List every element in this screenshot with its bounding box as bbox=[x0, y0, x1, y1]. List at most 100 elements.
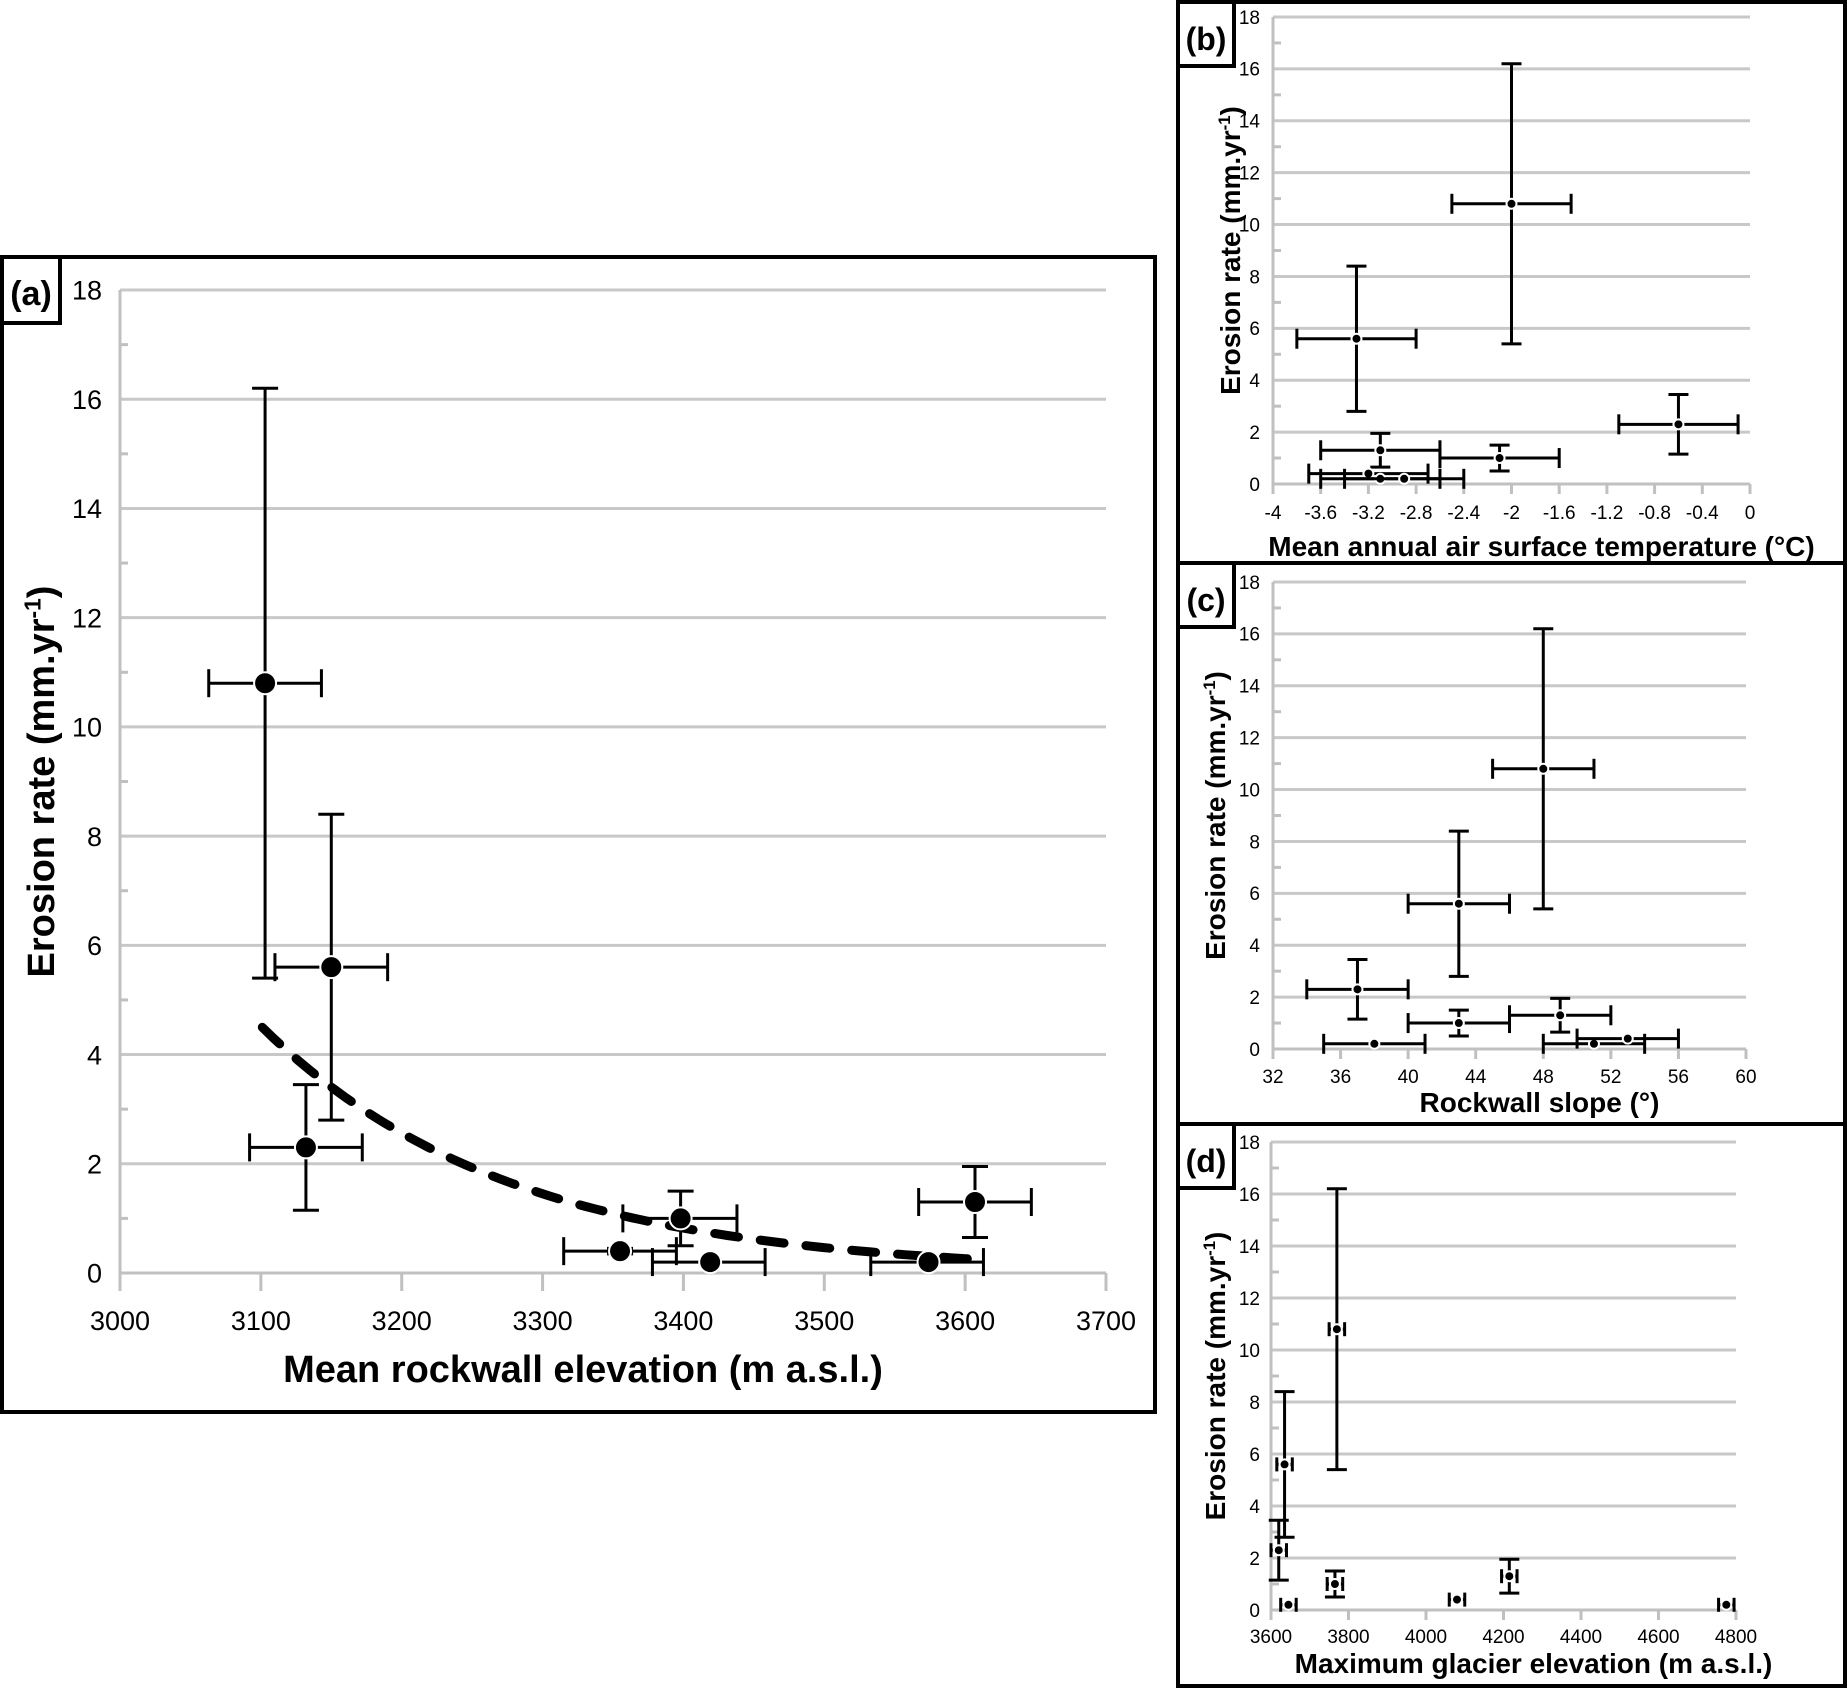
x-tick-label: -1.2 bbox=[1591, 503, 1624, 524]
data-marker bbox=[1503, 1570, 1516, 1583]
y-tick-label: 2 bbox=[1249, 423, 1260, 444]
x-tick-label: 3400 bbox=[653, 1306, 713, 1336]
x-tick-label: 40 bbox=[1398, 1067, 1419, 1088]
y-axis-title-superscript: -1 bbox=[1215, 115, 1234, 130]
y-axis-title: Erosion rate (mm.yr-1) bbox=[20, 586, 63, 978]
data-point bbox=[650, 1248, 767, 1277]
data-marker bbox=[1672, 418, 1685, 431]
x-tick-label: -3.2 bbox=[1352, 503, 1385, 524]
data-marker bbox=[1451, 1593, 1463, 1606]
y-tick-label: 14 bbox=[1239, 112, 1261, 133]
data-marker bbox=[1505, 197, 1518, 210]
data-marker bbox=[1554, 1009, 1567, 1022]
data-point bbox=[562, 1237, 678, 1266]
data-marker bbox=[1368, 1037, 1381, 1050]
data-point bbox=[1322, 1033, 1427, 1054]
y-axis-title-superscript: -1 bbox=[20, 598, 46, 619]
y-tick-label: 8 bbox=[1249, 832, 1260, 853]
y-tick-label: 8 bbox=[87, 822, 102, 852]
data-marker bbox=[1350, 332, 1363, 345]
x-tick-label: 4600 bbox=[1637, 1627, 1679, 1648]
data-point bbox=[917, 1165, 1033, 1240]
x-tick-label: 4800 bbox=[1715, 1627, 1757, 1648]
data-point bbox=[273, 812, 390, 1122]
data-marker bbox=[668, 1206, 693, 1231]
data-point bbox=[1326, 1187, 1347, 1472]
data-marker bbox=[1621, 1032, 1634, 1045]
y-tick-label: 8 bbox=[1249, 1393, 1260, 1414]
data-point bbox=[1307, 463, 1430, 484]
data-point bbox=[1406, 829, 1511, 978]
x-tick-label: 4400 bbox=[1560, 1627, 1602, 1648]
data-point bbox=[1274, 1390, 1295, 1539]
x-tick-label: 3500 bbox=[794, 1306, 854, 1336]
x-tick-label: 36 bbox=[1330, 1067, 1351, 1088]
y-tick-label: 10 bbox=[72, 713, 102, 743]
data-point bbox=[1447, 1592, 1467, 1607]
data-marker bbox=[608, 1239, 633, 1264]
data-marker bbox=[1272, 1544, 1285, 1557]
data-marker bbox=[319, 955, 344, 980]
data-marker bbox=[963, 1190, 988, 1215]
x-tick-label: 3600 bbox=[1250, 1627, 1292, 1648]
data-marker bbox=[1398, 472, 1411, 485]
y-tick-label: 2 bbox=[87, 1149, 102, 1179]
data-point bbox=[1508, 996, 1613, 1034]
panel-label-box bbox=[1176, 0, 1236, 68]
x-tick-label: 60 bbox=[1735, 1067, 1756, 1088]
y-tick-label: 16 bbox=[1239, 625, 1260, 646]
data-point bbox=[1450, 62, 1573, 346]
data-point bbox=[1268, 1518, 1289, 1582]
y-axis-title-close: ) bbox=[1215, 106, 1246, 115]
x-tick-label: 3300 bbox=[513, 1306, 573, 1336]
y-tick-label: 16 bbox=[72, 385, 102, 415]
y-tick-label: 14 bbox=[1239, 677, 1261, 698]
y-tick-label: 4 bbox=[1249, 371, 1260, 392]
y-axis-title-close: ) bbox=[1200, 1232, 1231, 1241]
data-marker bbox=[253, 671, 278, 696]
x-tick-label: -3.6 bbox=[1304, 503, 1337, 524]
data-point bbox=[1406, 1008, 1511, 1038]
x-tick-label: 44 bbox=[1465, 1067, 1487, 1088]
data-point bbox=[1295, 264, 1418, 413]
data-point bbox=[1438, 443, 1561, 473]
y-tick-label: 8 bbox=[1249, 267, 1260, 288]
panel-frame bbox=[0, 255, 1157, 1414]
y-tick-label: 16 bbox=[1239, 60, 1260, 81]
y-tick-label: 12 bbox=[72, 603, 102, 633]
data-point bbox=[1305, 957, 1410, 1021]
y-axis-title: Erosion rate (mm.yr-1) bbox=[1200, 671, 1231, 960]
data-marker bbox=[1537, 762, 1550, 775]
x-tick-label: 4000 bbox=[1405, 1627, 1447, 1648]
y-tick-label: 0 bbox=[87, 1259, 102, 1289]
x-tick-label: 48 bbox=[1533, 1067, 1554, 1088]
panel-frame bbox=[1176, 561, 1847, 1126]
data-marker bbox=[1282, 1598, 1295, 1611]
data-point bbox=[1343, 468, 1466, 489]
panel-label: (b) bbox=[1186, 21, 1227, 57]
x-tick-label: 3100 bbox=[231, 1306, 291, 1336]
y-tick-label: 18 bbox=[1239, 1133, 1260, 1154]
x-tick-label: 3000 bbox=[90, 1306, 150, 1336]
data-point bbox=[1491, 627, 1596, 911]
panel-b: -4 -3.6 -3.2 -2.8 -2.4 -2 -1.6 -1.2 -0.8 -0.4 0 0 2 4… bbox=[1176, 0, 1847, 565]
data-marker bbox=[1278, 1458, 1291, 1471]
data-marker bbox=[1328, 1578, 1341, 1590]
panel-label: (c) bbox=[1186, 582, 1225, 618]
x-axis-title: Mean annual air surface temperature (°C) bbox=[1268, 531, 1814, 562]
y-axis-title-close: ) bbox=[21, 586, 63, 599]
x-tick-label: 56 bbox=[1668, 1067, 1689, 1088]
y-tick-label: 16 bbox=[1239, 1185, 1260, 1206]
data-point bbox=[1324, 1569, 1345, 1599]
data-point bbox=[1499, 1557, 1520, 1595]
panel-label-box bbox=[1176, 1122, 1236, 1190]
y-axis-title-main: Erosion rate (mm.yr bbox=[1215, 130, 1246, 395]
y-tick-label: 4 bbox=[1249, 936, 1260, 957]
y-axis-title-superscript: -1 bbox=[1200, 1241, 1219, 1256]
y-axis-title-main: Erosion rate (mm.yr bbox=[21, 618, 63, 977]
y-tick-label: 14 bbox=[1239, 1237, 1261, 1258]
y-tick-label: 18 bbox=[1239, 8, 1260, 29]
x-tick-label: -4 bbox=[1265, 503, 1282, 524]
y-tick-label: 2 bbox=[1249, 1549, 1260, 1570]
